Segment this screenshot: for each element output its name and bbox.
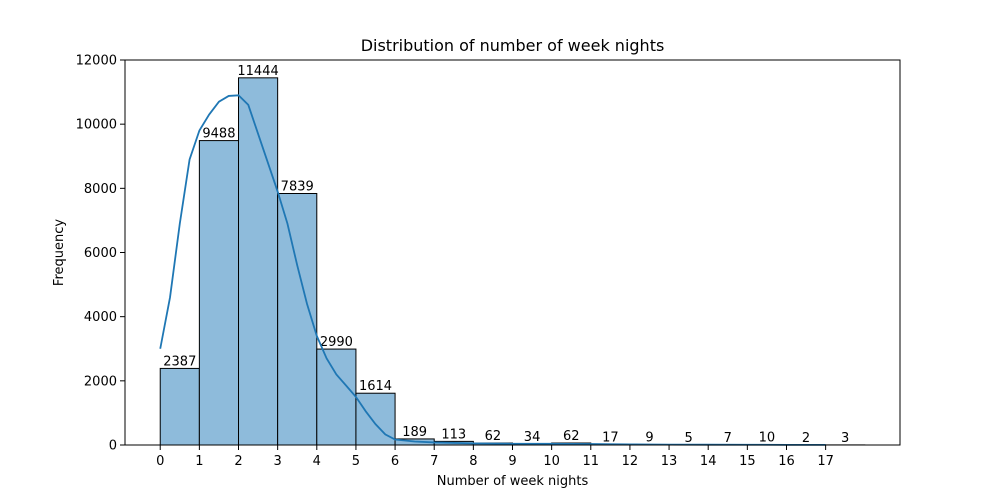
y-tick-label: 2000 — [84, 374, 117, 389]
bar-value-label: 34 — [524, 430, 541, 445]
y-axis-ticks: 0 2000 4000 6000 8000 10000 12000 — [76, 54, 125, 454]
x-tick-label: 6 — [391, 454, 399, 469]
x-axis-label: Number of week nights — [437, 474, 589, 489]
bar-value-label: 9488 — [202, 127, 235, 142]
y-tick-label: 0 — [109, 439, 117, 454]
bar-value-label: 62 — [485, 429, 502, 444]
x-tick-label: 4 — [313, 454, 321, 469]
y-axis-label: Frequency — [52, 219, 67, 286]
x-axis-ticks: 0 1 2 3 4 5 6 7 8 9 10 11 12 13 14 15 16 17 — [156, 445, 834, 469]
bar-value-label: 10 — [759, 431, 776, 446]
bars-group — [159, 77, 866, 446]
x-tick-label: 17 — [817, 454, 834, 469]
bar-labels-group: 2387 9488 11444 7839 2990 1614 189 113 62 34 62 17 9… — [163, 64, 849, 446]
y-tick-label: 4000 — [84, 310, 117, 325]
x-tick-label: 3 — [274, 454, 282, 469]
bar-value-label: 3 — [841, 431, 849, 446]
bar-value-label: 2990 — [320, 335, 353, 350]
x-tick-label: 16 — [778, 454, 795, 469]
chart-title: Distribution of number of week nights — [361, 36, 665, 55]
x-tick-label: 10 — [543, 454, 560, 469]
x-tick-label: 15 — [739, 454, 756, 469]
bar-value-label: 7 — [724, 431, 732, 446]
bar-value-label: 17 — [602, 430, 619, 445]
histogram-bar — [159, 367, 200, 446]
histogram-bar — [238, 77, 279, 446]
x-tick-label: 2 — [234, 454, 242, 469]
histogram-bar — [277, 192, 318, 446]
bar-value-label: 11444 — [237, 64, 278, 79]
x-tick-label: 0 — [156, 454, 164, 469]
x-tick-label: 7 — [430, 454, 438, 469]
bar-value-label: 5 — [684, 431, 692, 446]
bar-value-label: 2387 — [163, 354, 196, 369]
histogram-bar — [198, 140, 240, 446]
x-tick-label: 1 — [195, 454, 203, 469]
kde-density-line — [159, 94, 826, 446]
x-tick-label: 9 — [508, 454, 516, 469]
x-tick-label: 5 — [352, 454, 360, 469]
y-tick-label: 6000 — [84, 246, 117, 261]
bar-value-label: 113 — [441, 427, 466, 442]
histogram-bar — [316, 348, 357, 446]
bar-value-label: 189 — [402, 425, 427, 440]
x-tick-label: 11 — [583, 454, 600, 469]
bar-value-label: 62 — [563, 429, 580, 444]
x-tick-label: 8 — [469, 454, 477, 469]
bar-value-label: 1614 — [359, 379, 392, 394]
x-tick-label: 13 — [661, 454, 678, 469]
x-tick-label: 14 — [700, 454, 717, 469]
bar-value-label: 9 — [645, 431, 653, 446]
bar-value-label: 7839 — [281, 179, 314, 194]
y-tick-label: 8000 — [84, 182, 117, 197]
y-tick-label: 10000 — [76, 118, 117, 133]
plot-area: 2387 9488 11444 7839 2990 1614 189 113 62 34 62 17 9… — [124, 59, 901, 446]
bar-value-label: 2 — [802, 431, 810, 446]
x-tick-label: 12 — [622, 454, 639, 469]
y-tick-label: 12000 — [76, 54, 117, 69]
